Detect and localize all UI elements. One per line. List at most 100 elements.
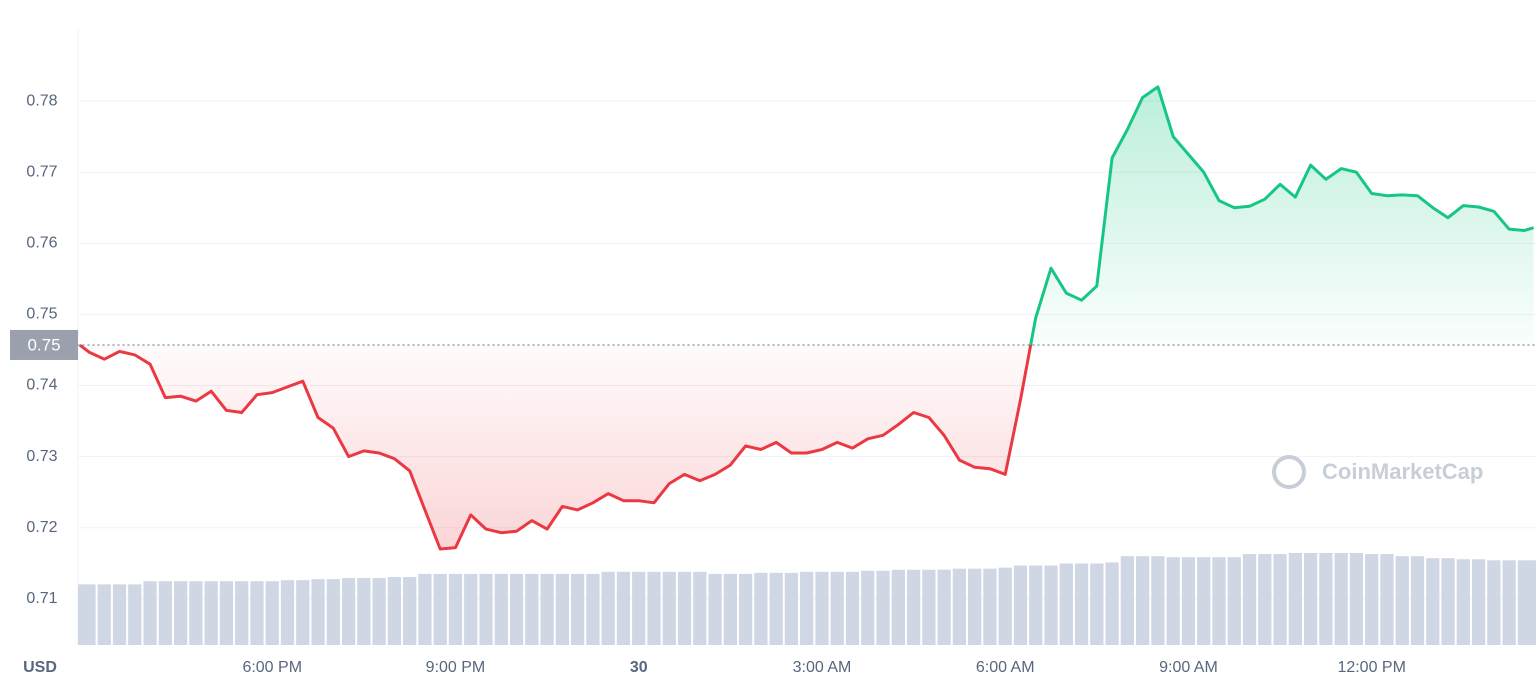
volume-bar [1059,563,1073,645]
volume-bar [1380,554,1394,645]
volume-bar [1365,554,1379,645]
volume-bar [555,573,570,645]
volume-bar [387,577,402,645]
volume-bar [173,581,188,645]
x-tick-label: 9:00 PM [426,659,486,676]
volume-bar [693,571,707,645]
volume-bar [1334,553,1348,645]
y-tick-label: 0.76 [26,235,57,252]
volume-bar [296,580,310,645]
watermark-text: CoinMarketCap [1322,459,1483,484]
x-tick-label: 12:00 PM [1337,659,1405,676]
volume-bar [479,573,493,645]
volume-bar [1029,565,1043,645]
volume-bar [1105,562,1119,645]
reference-label-bg [10,329,78,360]
watermark-logo [1272,455,1306,489]
volume-bar [1258,554,1272,645]
volume-bar [112,584,127,645]
volume-bar [1013,565,1028,645]
volume-bar [983,568,997,645]
volume-bar [311,579,325,645]
volume-bar [219,581,234,645]
x-tick-label: 30 [630,659,648,676]
volume-bar [525,573,539,645]
x-tick-label: 6:00 AM [976,659,1035,676]
y-tick-label: 0.75 [26,306,57,323]
volume-bar [937,569,951,645]
volume-bar [1273,554,1287,645]
volume-bar [1456,559,1470,645]
volume-bar [78,584,87,645]
y-tick-label: 0.71 [26,590,57,607]
volume-bar [418,573,432,645]
volume-bar [1120,556,1135,645]
volume-bar [158,581,172,645]
volume-bar [1242,554,1257,645]
volume-bar [280,580,295,645]
volume-bar [235,581,249,645]
volume-bar [754,572,768,645]
volume-bar [97,584,111,645]
volume-bar [464,573,478,645]
volume-bar [998,567,1012,645]
price-line [78,85,1535,551]
volume-bar [1044,565,1058,645]
volume-bar [509,573,524,645]
volume-bar [433,573,447,645]
volume-bar [1502,560,1516,645]
x-tick-label: 6:00 PM [242,659,302,676]
volume-bar [738,573,753,645]
volume-bar [403,577,417,645]
volume-bar [1288,553,1302,645]
volume-bar [769,572,783,645]
volume-bar [815,571,829,645]
volume-bar [1526,560,1536,645]
volume-bar [204,581,218,645]
volume-bar [326,579,340,645]
volume-bar [1181,557,1196,645]
y-tick-label: 0.72 [26,519,57,536]
volume-bar [708,573,722,645]
volume-bar [1197,557,1211,645]
volume-bar [1303,553,1318,645]
volume-bar [891,569,905,645]
volume-bar [341,578,356,645]
x-tick-label: 9:00 AM [1159,659,1218,676]
volume-bar [800,571,814,645]
volume-bar [677,571,692,645]
volume-bar [1151,556,1165,645]
volume-bar [372,578,386,645]
axis-label: USD [23,659,57,676]
volume-bar [250,581,264,645]
volume-bar [830,571,844,645]
volume-bar [662,571,676,645]
volume-bar [601,571,615,645]
volume-bar [1212,557,1226,645]
volume-bar [616,571,631,645]
y-tick-label: 0.77 [26,163,57,180]
volume-bar [1166,557,1180,645]
volume-bar [861,570,875,645]
volume-bar [143,581,157,645]
volume-bar [1074,563,1089,645]
volume-bar [968,568,982,645]
volume-bar [922,569,936,645]
volume-bar [1319,553,1333,645]
reference-label: 0.75 [27,335,60,354]
volume-bar [586,573,600,645]
volume-bar [540,573,554,645]
volume-bar [906,569,921,645]
volume-bar [448,573,463,645]
volume-bar [357,578,371,645]
volume-bar [1410,556,1425,645]
volume-bar [1136,556,1150,645]
volume-bar [1426,558,1440,645]
volume-bar [571,573,585,645]
volume-bar [1487,560,1501,645]
volume-bar [1090,563,1104,645]
volume-bar [189,581,203,645]
volume-bar [265,581,279,645]
volume-bar [494,573,508,645]
volume-bar [647,571,661,645]
